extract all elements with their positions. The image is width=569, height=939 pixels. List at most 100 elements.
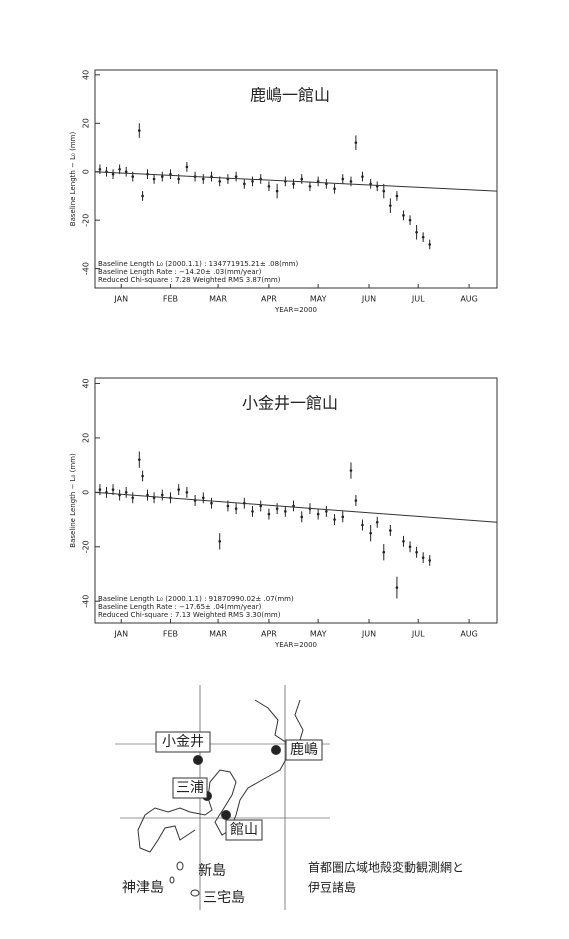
station [221,810,231,820]
point [421,556,425,559]
x-tick-label: JAN [113,295,128,304]
x-tick-label: MAR [209,295,227,304]
map [115,685,330,910]
y-tick-label: 20 [82,118,91,128]
point [354,499,358,502]
point [138,129,141,132]
trend-line [94,171,498,192]
point [369,531,372,535]
x-axis-label: YEAR=2000 [274,641,317,649]
point [402,214,405,217]
map-label: 鹿嶋 [290,741,318,758]
point [124,491,128,494]
annotation: Baseline Length L₀ (2000.1.1) : 13477191… [98,260,298,268]
y-tick-label: 0 [82,169,91,174]
plot-frame [94,377,498,624]
point [177,177,180,181]
x-tick-label: MAY [310,295,327,304]
point [160,493,164,497]
map-label: 神津島 [122,880,164,896]
label-box [225,819,263,841]
point [284,510,287,513]
point [234,507,238,510]
point [341,177,345,181]
chart-title: 鹿嶋一館山 [250,86,330,105]
point [141,194,144,198]
point [131,496,135,500]
point [325,510,328,513]
point [389,529,392,532]
y-tick-label: 40 [82,70,91,80]
map-label: 館山 [230,821,258,838]
point [234,175,238,178]
y-tick-label: -20 [82,214,91,227]
point [382,189,386,193]
point [218,540,222,543]
station [271,745,281,755]
x-tick-label: JUN [361,295,376,304]
point [118,168,121,171]
island [176,861,184,871]
point [243,182,246,186]
point [395,194,399,198]
trend-line [94,491,498,523]
point [292,182,295,186]
point [259,504,263,508]
point [333,187,336,190]
point [349,469,353,472]
x-tick-label: FEB [163,295,178,304]
label-box [155,731,211,753]
point [98,168,102,171]
x-tick-label: FEB [163,630,178,639]
point [138,458,141,461]
y-tick-label: -40 [82,595,91,608]
point [361,523,364,527]
point [300,177,304,181]
point [185,491,189,494]
point [428,559,432,562]
map-caption: 伊豆諸島 [308,880,356,895]
point [267,184,271,188]
y-tick-label: 40 [82,378,91,388]
point [375,520,379,524]
point [389,204,392,207]
coastline [137,699,304,853]
y-tick-label: -20 [82,540,91,553]
point [341,515,345,519]
annotation: Baseline Length Rate : −14.20± .03(mm/ye… [98,268,262,276]
x-tick-label: JUL [411,295,425,304]
point [308,184,312,188]
map-label: 三宅島 [203,890,245,906]
x-tick-label: JUN [361,630,376,639]
chart-title: 小金井一館山 [242,394,338,413]
label-box [285,739,323,761]
point [141,474,144,478]
point [201,496,205,500]
annotation: Baseline Length L₀ (2000.1.1) : 91870990… [98,595,294,603]
map-label: 三浦 [176,780,204,796]
point [316,512,320,516]
x-tick-label: APR [261,630,277,639]
point [160,175,164,178]
point [267,512,271,516]
map-caption: 首都圏広域地殻変動観測網と [308,860,464,875]
point [408,545,412,549]
map-label: 小金井 [162,734,204,750]
point [333,518,336,521]
point [185,165,189,169]
point [210,501,213,505]
x-tick-label: MAY [310,630,327,639]
point [124,170,128,174]
point [251,180,254,183]
x-tick-label: JUL [411,630,425,639]
x-tick-label: AUG [460,630,478,639]
x-tick-label: APR [261,295,277,304]
point [300,515,304,519]
station [193,755,203,765]
plot-frame [94,69,498,289]
point [226,504,230,508]
point [251,510,254,513]
point [275,507,279,510]
point [415,550,418,554]
